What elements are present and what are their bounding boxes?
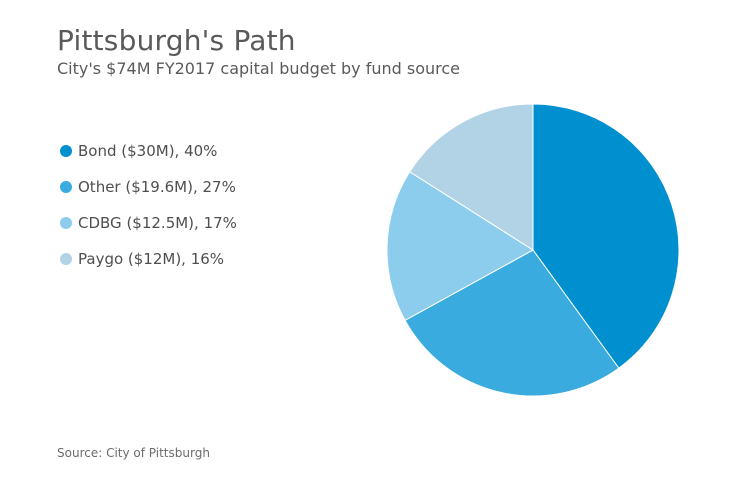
pie-slice-cdbg [386, 171, 534, 322]
legend: Bond ($30M), 40% Other ($19.6M), 27% CDB… [60, 133, 237, 277]
legend-swatch-bond [60, 145, 72, 157]
legend-swatch-cdbg [60, 217, 72, 229]
legend-label-cdbg: CDBG ($12.5M), 17% [78, 214, 237, 232]
pie-slice-other [404, 249, 620, 397]
legend-item-cdbg: CDBG ($12.5M), 17% [60, 205, 237, 241]
legend-item-paygo: Paygo ($12M), 16% [60, 241, 237, 277]
legend-label-paygo: Paygo ($12M), 16% [78, 250, 225, 268]
pie-slice-bond [532, 103, 680, 369]
source-note: Source: City of Pittsburgh [57, 446, 210, 460]
chart-title: Pittsburgh's Path [57, 24, 296, 57]
legend-label-other: Other ($19.6M), 27% [78, 178, 236, 196]
legend-item-bond: Bond ($30M), 40% [60, 133, 237, 169]
pie-slice-paygo [409, 103, 534, 251]
chart-subtitle: City's $74M FY2017 capital budget by fun… [57, 59, 461, 78]
legend-item-other: Other ($19.6M), 27% [60, 169, 237, 205]
legend-label-bond: Bond ($30M), 40% [78, 142, 218, 160]
legend-swatch-paygo [60, 253, 72, 265]
pie-slices [386, 103, 680, 397]
legend-swatch-other [60, 181, 72, 193]
